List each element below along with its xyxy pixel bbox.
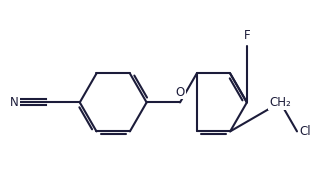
- Text: CH₂: CH₂: [269, 96, 291, 109]
- Text: O: O: [176, 85, 185, 99]
- Text: F: F: [244, 29, 250, 42]
- Text: Cl: Cl: [299, 125, 311, 138]
- Text: N: N: [10, 96, 19, 109]
